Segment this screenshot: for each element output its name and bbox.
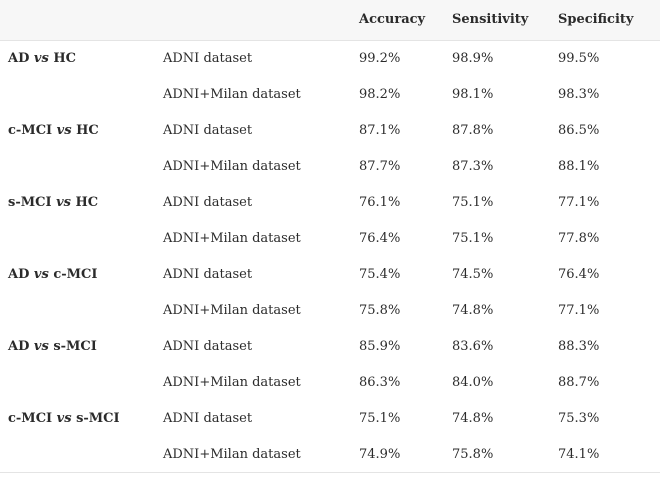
comparison-right: s-MCI xyxy=(53,339,97,354)
accuracy-cell: 74.9% xyxy=(359,447,401,462)
comparison-left: AD xyxy=(8,267,30,282)
comparison-right: HC xyxy=(75,195,99,210)
comparison-vs: vs xyxy=(56,195,71,210)
sensitivity-cell: 83.6% xyxy=(452,339,494,354)
sensitivity-cell: 84.0% xyxy=(452,375,494,390)
specificity-cell: 74.1% xyxy=(558,447,600,462)
specificity-cell: 88.3% xyxy=(558,339,600,354)
sensitivity-cell: 75.1% xyxy=(452,195,494,210)
comparison-vs: vs xyxy=(56,123,72,138)
comparison-left: s-MCI xyxy=(8,195,52,210)
accuracy-cell: 98.2% xyxy=(359,87,401,102)
comparison-label: s-MCI vs HC xyxy=(8,195,98,211)
accuracy-cell: 87.7% xyxy=(359,159,401,174)
header-accuracy: Accuracy xyxy=(359,12,426,27)
dataset-cell: ADNI+Milan dataset xyxy=(163,375,301,390)
table-bottom-rule xyxy=(0,472,660,473)
accuracy-cell: 75.8% xyxy=(359,303,401,318)
accuracy-cell: 87.1% xyxy=(359,123,401,138)
comparison-left: c-MCI xyxy=(8,411,53,426)
specificity-cell: 77.1% xyxy=(558,195,600,210)
comparison-vs: vs xyxy=(56,411,72,426)
sensitivity-cell: 75.1% xyxy=(452,231,494,246)
sensitivity-cell: 87.8% xyxy=(452,123,494,138)
accuracy-cell: 76.1% xyxy=(359,195,401,210)
accuracy-cell: 86.3% xyxy=(359,375,401,390)
comparison-right: c-MCI xyxy=(53,267,98,282)
sensitivity-cell: 98.9% xyxy=(452,51,494,66)
comparison-left: c-MCI xyxy=(8,123,53,138)
comparison-left: AD xyxy=(8,51,30,66)
dataset-cell: ADNI dataset xyxy=(163,51,253,66)
header-specificity: Specificity xyxy=(558,12,634,27)
specificity-cell: 98.3% xyxy=(558,87,600,102)
dataset-cell: ADNI dataset xyxy=(163,267,253,282)
sensitivity-cell: 74.5% xyxy=(452,267,494,282)
dataset-cell: ADNI dataset xyxy=(163,123,253,138)
comparison-left: AD xyxy=(8,339,30,354)
comparison-right: s-MCI xyxy=(76,411,120,426)
accuracy-cell: 76.4% xyxy=(359,231,401,246)
specificity-cell: 88.7% xyxy=(558,375,600,390)
specificity-cell: 88.1% xyxy=(558,159,600,174)
dataset-cell: ADNI dataset xyxy=(163,195,253,210)
accuracy-cell: 75.1% xyxy=(359,411,401,426)
header-sensitivity: Sensitivity xyxy=(452,12,529,27)
accuracy-cell: 75.4% xyxy=(359,267,401,282)
sensitivity-cell: 87.3% xyxy=(452,159,494,174)
dataset-cell: ADNI+Milan dataset xyxy=(163,303,301,318)
sensitivity-cell: 74.8% xyxy=(452,303,494,318)
sensitivity-cell: 98.1% xyxy=(452,87,494,102)
specificity-cell: 75.3% xyxy=(558,411,600,426)
table-header: Accuracy Sensitivity Specificity xyxy=(0,0,660,41)
sensitivity-cell: 75.8% xyxy=(452,447,494,462)
comparison-right: HC xyxy=(76,123,99,138)
dataset-cell: ADNI+Milan dataset xyxy=(163,87,301,102)
dataset-cell: ADNI dataset xyxy=(163,339,253,354)
dataset-cell: ADNI dataset xyxy=(163,411,253,426)
dataset-cell: ADNI+Milan dataset xyxy=(163,447,301,462)
sensitivity-cell: 74.8% xyxy=(452,411,494,426)
comparison-label: AD vs HC xyxy=(8,51,76,67)
dataset-cell: ADNI+Milan dataset xyxy=(163,159,301,174)
comparison-vs: vs xyxy=(33,339,49,354)
specificity-cell: 86.5% xyxy=(558,123,600,138)
comparison-label: AD vs c-MCI xyxy=(8,267,97,283)
specificity-cell: 77.8% xyxy=(558,231,600,246)
comparison-right: HC xyxy=(53,51,76,66)
comparison-label: AD vs s-MCI xyxy=(8,339,97,355)
accuracy-cell: 85.9% xyxy=(359,339,401,354)
comparison-label: c-MCI vs s-MCI xyxy=(8,411,120,427)
accuracy-cell: 99.2% xyxy=(359,51,401,66)
comparison-vs: vs xyxy=(33,267,49,282)
dataset-cell: ADNI+Milan dataset xyxy=(163,231,301,246)
specificity-cell: 77.1% xyxy=(558,303,600,318)
comparison-label: c-MCI vs HC xyxy=(8,123,99,139)
specificity-cell: 76.4% xyxy=(558,267,600,282)
comparison-vs: vs xyxy=(33,51,49,66)
specificity-cell: 99.5% xyxy=(558,51,600,66)
